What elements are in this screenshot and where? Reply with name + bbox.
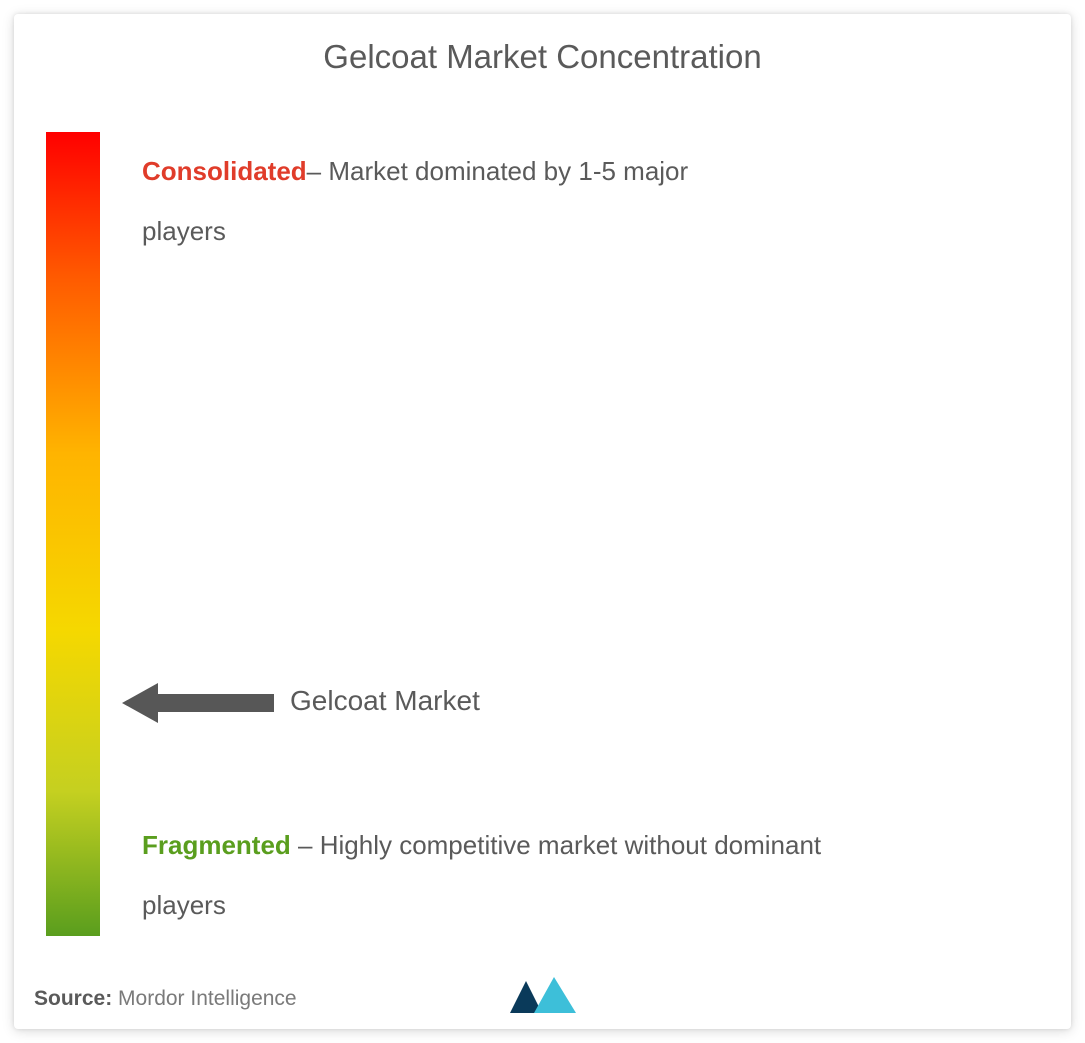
chart-title: Gelcoat Market Concentration: [14, 38, 1071, 76]
consolidated-description: Consolidated– Market dominated by 1-5 ma…: [142, 142, 762, 262]
source-label: Source:: [34, 987, 112, 1010]
source-attribution: Source: Mordor Intelligence: [34, 987, 297, 1011]
fragmented-label: Fragmented: [142, 830, 291, 860]
source-value: Mordor Intelligence: [112, 987, 296, 1010]
consolidated-label: Consolidated: [142, 156, 307, 186]
concentration-gradient-bar: [46, 132, 100, 936]
mordor-logo-icon: [508, 977, 578, 1015]
market-position-arrow: [122, 679, 274, 727]
fragmented-description: Fragmented – Highly competitive market w…: [142, 816, 842, 936]
chart-card: Gelcoat Market Concentration Consolidate…: [14, 14, 1071, 1029]
market-label: Gelcoat Market: [290, 685, 480, 717]
